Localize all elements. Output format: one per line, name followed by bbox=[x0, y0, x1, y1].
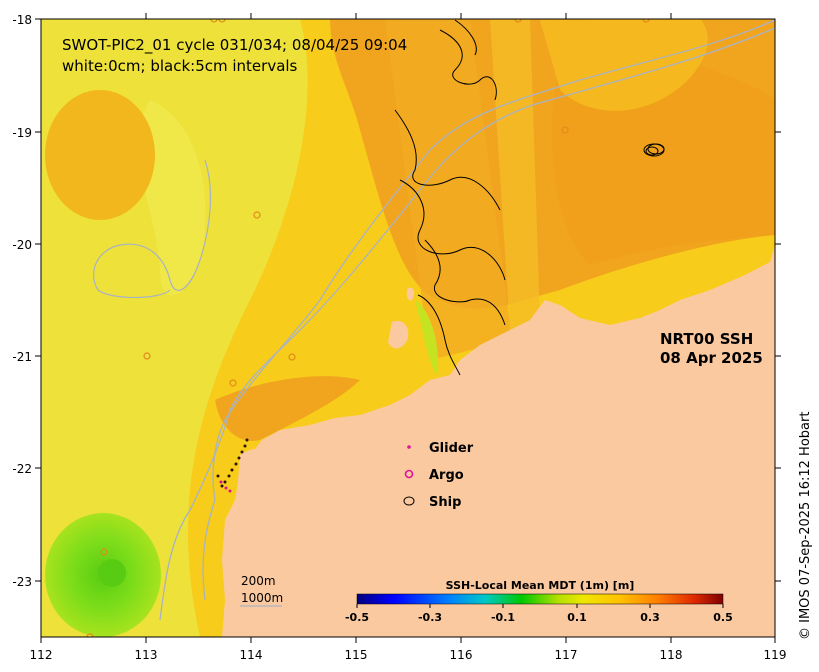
glider-legend-icon bbox=[407, 445, 411, 449]
colorbar-tick-label: -0.5 bbox=[345, 611, 369, 624]
colorbar-tick-label: -0.3 bbox=[418, 611, 442, 624]
y-tick-label: -23 bbox=[12, 575, 32, 589]
copyright-credit: © IMOS 07-Sep-2025 16:12 Hobart bbox=[798, 412, 813, 640]
product-label-line1: NRT00 SSH bbox=[660, 330, 753, 348]
symbol-legend: Glider Argo Ship bbox=[403, 441, 474, 510]
plot-frame bbox=[40, 18, 776, 638]
swot-swath-left bbox=[385, 19, 512, 360]
y-tick-label: -22 bbox=[12, 462, 32, 476]
map-plot-area bbox=[41, 19, 775, 637]
ssh-green-coastal bbox=[415, 300, 439, 375]
colorbar-tick-label: -0.1 bbox=[491, 611, 515, 624]
x-tick-label: 115 bbox=[345, 648, 368, 662]
bathymetry-200m bbox=[202, 19, 775, 601]
colorbar-tick-label: 0.3 bbox=[640, 611, 660, 624]
colorbar-ramp bbox=[356, 593, 724, 605]
scale-1000m-label: 1000m bbox=[241, 591, 283, 605]
ssh-nw-yellow bbox=[137, 100, 206, 296]
ship-legend-icon bbox=[403, 496, 415, 506]
x-tick-labels: 112 113 114 115 116 117 118 119 bbox=[30, 648, 787, 662]
colorbar-tick-label: 0.5 bbox=[713, 611, 733, 624]
legend-glider-label: Glider bbox=[429, 441, 474, 456]
y-tick-label: -18 bbox=[12, 13, 32, 27]
scale-200m-label: 200m bbox=[241, 574, 276, 588]
x-tick-label: 117 bbox=[555, 648, 578, 662]
x-tick-label: 116 bbox=[450, 648, 473, 662]
colorbar-tick-label: 0.1 bbox=[567, 611, 587, 624]
y-tick-label: -20 bbox=[12, 238, 32, 252]
argo-legend-icon bbox=[404, 469, 414, 479]
colorbar-title: SSH-Local Mean MDT (1m) [m] bbox=[446, 579, 635, 592]
ssh-east-yellow bbox=[540, 19, 708, 111]
ship-track bbox=[643, 143, 665, 157]
x-tick-label: 118 bbox=[660, 648, 683, 662]
map-title-line2: white:0cm; black:5cm intervals bbox=[62, 57, 298, 75]
land-gulf-east bbox=[277, 432, 297, 500]
ssh-orange-blob-nw bbox=[45, 90, 155, 220]
glider-pink-points bbox=[219, 480, 232, 493]
glider-track bbox=[216, 438, 249, 488]
legend-ship-label: Ship bbox=[429, 495, 461, 510]
bathymetry-plateau bbox=[93, 159, 212, 299]
y-tick-label: -19 bbox=[12, 126, 32, 140]
y-tick-labels: -18 -19 -20 -21 -22 -23 bbox=[12, 13, 32, 589]
land-island-barrow bbox=[388, 320, 409, 349]
legend-argo-label: Argo bbox=[429, 468, 464, 483]
x-tick-label: 114 bbox=[240, 648, 263, 662]
bathymetry-scale-bar: 200m 1000m bbox=[240, 574, 283, 607]
bathymetry-1000m bbox=[159, 27, 775, 621]
ssh-green-eddy-core bbox=[98, 559, 126, 587]
map-title-line1: SWOT-PIC2_01 cycle 031/034; 08/04/25 09:… bbox=[62, 36, 407, 55]
y-tick-label: -21 bbox=[12, 350, 32, 364]
colorbar-tick-marks bbox=[356, 604, 724, 608]
land-island-small bbox=[406, 287, 415, 301]
x-tick-label: 112 bbox=[30, 648, 53, 662]
axis-ticks bbox=[35, 13, 781, 643]
ssh-orange-coastal bbox=[215, 376, 360, 441]
colorbar: SSH-Local Mean MDT (1m) [m] -0.5 -0.3 -0… bbox=[345, 579, 733, 624]
ssh-contours-black bbox=[394, 19, 506, 376]
product-label-line2: 08 Apr 2025 bbox=[660, 349, 763, 367]
argo-floats bbox=[86, 19, 650, 637]
land-peninsula bbox=[235, 448, 268, 520]
x-tick-label: 119 bbox=[764, 648, 787, 662]
x-tick-label: 113 bbox=[135, 648, 158, 662]
land-mass bbox=[222, 245, 775, 637]
